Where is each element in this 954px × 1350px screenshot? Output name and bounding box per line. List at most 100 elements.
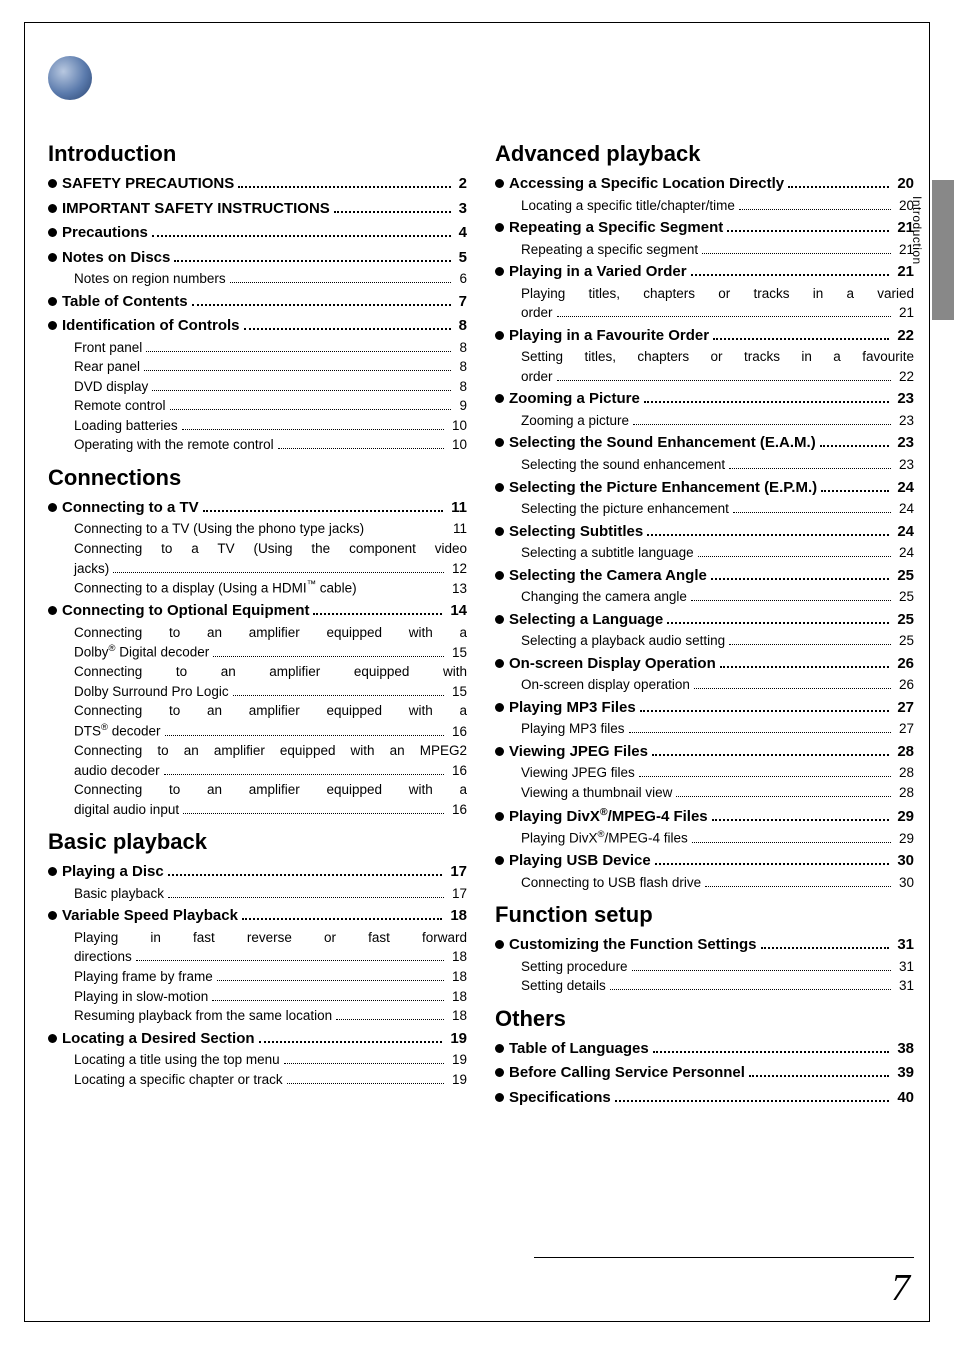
bullet-icon (495, 615, 504, 624)
entry-label: Specifications (509, 1087, 611, 1110)
entry-label: Resuming playback from the same location (74, 1006, 332, 1026)
section-heading: Connections (48, 465, 467, 491)
toc-entry: Customizing the Function Settings31 (495, 934, 914, 957)
entry-label: Playing MP3 files (521, 719, 625, 739)
entry-label: Locating a specific chapter or track (74, 1070, 283, 1090)
bullet-icon (495, 1044, 504, 1053)
page-ref: 29 (893, 806, 914, 829)
page-ref: 8 (455, 357, 467, 377)
bullet-icon (495, 394, 504, 403)
toc-columns: IntroductionSAFETY PRECAUTIONS2IMPORTANT… (48, 131, 914, 1109)
leader-dots (238, 186, 450, 188)
page-ref: 24 (893, 521, 914, 544)
leader-dots (644, 401, 889, 403)
leader-dots (727, 230, 889, 232)
toc-subentry: On-screen display operation26 (521, 675, 914, 695)
leader-dots (729, 468, 891, 469)
toc-subentry: Rear panel8 (74, 357, 467, 377)
leader-dots (761, 947, 890, 949)
bullet-icon (48, 503, 57, 512)
page-ref: 30 (895, 873, 914, 893)
toc-subentry: Connecting to an amplifier equipped with… (74, 623, 467, 663)
section-heading: Advanced playback (495, 141, 914, 167)
page-ref: 19 (446, 1028, 467, 1051)
leader-dots (647, 534, 889, 536)
page-ref: 23 (895, 411, 914, 431)
page-ref: 2 (455, 173, 467, 196)
toc-subentry: Remote control9 (74, 396, 467, 416)
toc-subentry: Locating a specific title/chapter/time20 (521, 196, 914, 216)
section-heading: Others (495, 1006, 914, 1032)
toc-entry: Table of Languages38 (495, 1038, 914, 1061)
bullet-icon (48, 911, 57, 920)
entry-label: Accessing a Specific Location Directly (509, 173, 784, 196)
page-ref: 25 (893, 565, 914, 588)
page-ref: 22 (893, 325, 914, 348)
leader-dots (192, 304, 451, 306)
toc-entry: Locating a Desired Section19 (48, 1028, 467, 1051)
toc-entry: Playing USB Device30 (495, 850, 914, 873)
page-ref: 18 (448, 987, 467, 1007)
toc-subentry: Connecting to an amplifier equipped with… (74, 701, 467, 741)
bullet-icon (495, 331, 504, 340)
leader-dots (739, 209, 891, 210)
leader-dots (788, 186, 889, 188)
leader-dots (152, 235, 451, 237)
page-ref: 28 (895, 783, 914, 803)
toc-subentry: Connecting to a TV (Using the component … (74, 539, 467, 578)
leader-dots (692, 842, 891, 843)
toc-entry: Selecting a Language25 (495, 609, 914, 632)
leader-dots (610, 989, 891, 990)
entry-label: SAFETY PRECAUTIONS (62, 173, 234, 196)
toc-subentry: Operating with the remote control10 (74, 435, 467, 455)
page-ref: 23 (895, 455, 914, 475)
toc-entry: Playing MP3 Files 27 (495, 697, 914, 720)
page-ref: 11 (447, 497, 467, 520)
entry-label: Remote control (74, 396, 166, 416)
page-ref: 3 (455, 198, 467, 221)
entry-label: Playing a Disc (62, 861, 164, 884)
toc-entry: Selecting Subtitles24 (495, 521, 914, 544)
title-bullet-icon (48, 56, 92, 100)
page-ref: 4 (455, 222, 467, 245)
entry-label: Identification of Controls (62, 315, 240, 338)
page-number: 7 (891, 1266, 910, 1310)
page-ref: 10 (448, 416, 467, 436)
leader-dots (720, 666, 890, 668)
entry-label: Connecting to a TV (Using the phono type… (74, 519, 447, 539)
leader-dots (146, 351, 451, 352)
entry-label: Operating with the remote control (74, 435, 274, 455)
leader-dots (821, 490, 889, 492)
leader-dots (182, 429, 444, 430)
leader-dots (698, 556, 891, 557)
leader-dots (217, 980, 444, 981)
bullet-icon (495, 527, 504, 536)
entry-label: Playing MP3 Files (509, 697, 636, 720)
leader-dots (144, 370, 451, 371)
bullet-icon (495, 703, 504, 712)
toc-entry: On-screen Display Operation26 (495, 653, 914, 676)
leader-dots (639, 776, 891, 777)
leader-dots (152, 390, 451, 391)
bullet-icon (495, 438, 504, 447)
entry-label: Selecting the Camera Angle (509, 565, 707, 588)
page: Introduction Table of Contents Introduct… (0, 0, 954, 1350)
page-ref: 28 (893, 741, 914, 764)
toc-entry: Before Calling Service Personnel39 (495, 1062, 914, 1085)
leader-dots (212, 1000, 444, 1001)
entry-label: Connecting to Optional Equipment (62, 600, 309, 623)
leader-dots (278, 448, 444, 449)
toc-subentry: Playing DivX®/MPEG-4 files29 (521, 828, 914, 848)
bullet-icon (48, 606, 57, 615)
page-ref: 27 (893, 697, 914, 720)
page-ref: 40 (893, 1087, 914, 1110)
entry-label: Table of Languages (509, 1038, 649, 1061)
bullet-icon (495, 267, 504, 276)
entry-label: Repeating a Specific Segment (509, 217, 723, 240)
page-ref: 18 (448, 1006, 467, 1026)
bullet-icon (495, 223, 504, 232)
leader-dots (244, 328, 451, 330)
bullet-icon (495, 483, 504, 492)
entry-label: Notes on Discs (62, 247, 170, 270)
page-ref: 7 (455, 291, 467, 314)
